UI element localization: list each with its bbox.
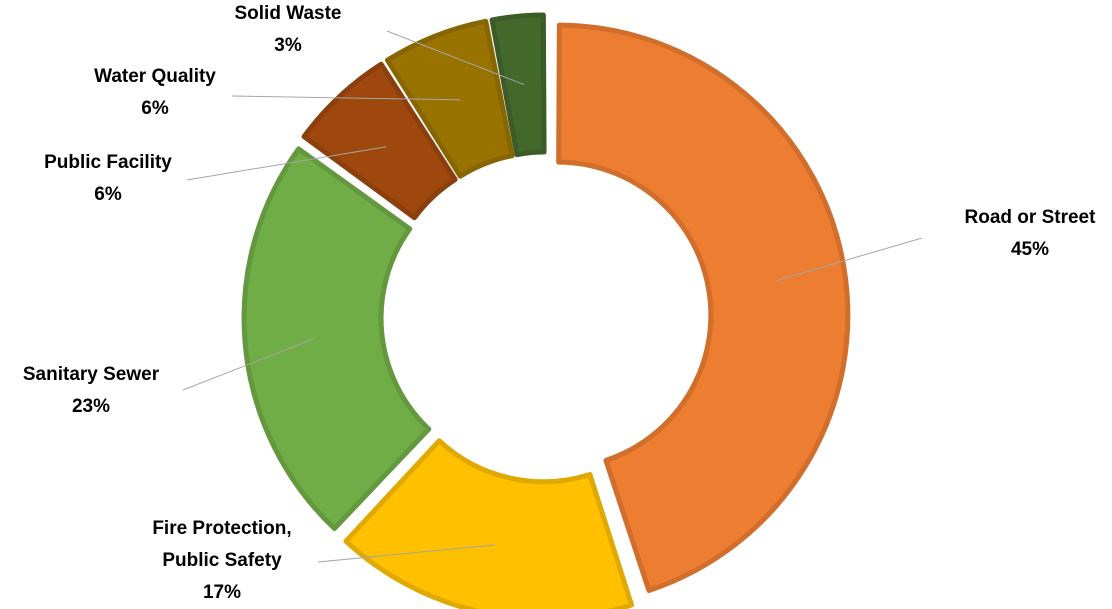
data-label-value: 6% (94, 184, 122, 205)
data-label-fire-protection-public-safety: Fire Protection, Public Safety 17% (152, 518, 291, 603)
doughnut-slices (241, 12, 851, 609)
data-label-value: 45% (1011, 239, 1049, 260)
data-label-name: Public Safety (162, 550, 282, 571)
leader-line-road-or-street (776, 237, 923, 281)
data-label-name: Public Facility (44, 152, 172, 173)
slice-sanitary-sewer (241, 146, 432, 531)
slice-water-quality (384, 18, 515, 179)
data-label-name: Fire Protection, (152, 518, 291, 539)
data-label-water-quality: Water Quality 6% (94, 66, 216, 119)
data-labels: Road or Street 45% Fire Protection, Public … (23, 3, 1096, 603)
data-label-name: Sanitary Sewer (23, 364, 160, 385)
data-label-name: Road or Street (965, 207, 1097, 228)
leader-line-solid-waste (386, 30, 525, 86)
slice-road-or-street (556, 22, 851, 593)
data-label-value: 6% (141, 98, 169, 119)
data-label-sanitary-sewer: Sanitary Sewer 23% (23, 364, 160, 417)
data-label-value: 3% (274, 35, 302, 56)
leader-line-public-facility (186, 146, 387, 181)
data-label-road-or-street: Road or Street 45% (965, 207, 1097, 260)
data-label-solid-waste: Solid Waste 3% (235, 3, 342, 56)
data-label-value: 17% (203, 582, 241, 603)
leader-lines (182, 30, 923, 563)
data-label-value: 23% (72, 396, 110, 417)
slice-public-facility (301, 61, 458, 221)
leader-line-fire-protection-public-safety (317, 544, 496, 563)
leader-line-sanitary-sewer (182, 338, 314, 391)
slice-fire-protection-public-safety (343, 438, 635, 609)
slice-solid-waste (489, 12, 547, 158)
leader-line-water-quality (231, 95, 461, 101)
data-label-public-facility: Public Facility 6% (44, 152, 172, 205)
data-label-name: Solid Waste (235, 3, 342, 24)
data-label-name: Water Quality (94, 66, 216, 87)
